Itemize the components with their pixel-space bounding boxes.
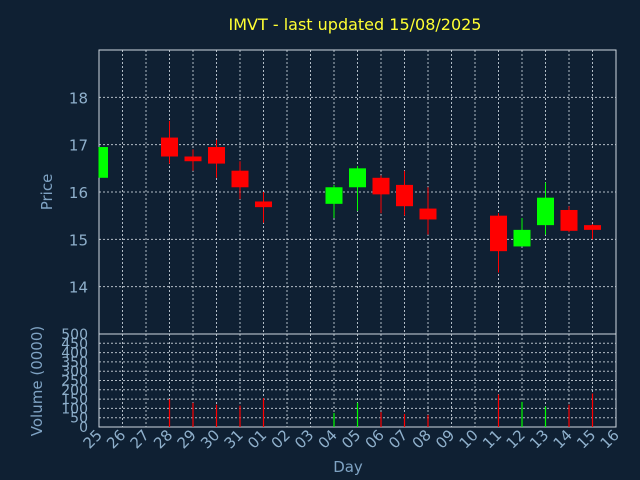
x-tick-label: 06 (362, 426, 388, 452)
x-tick-label: 03 (291, 426, 317, 452)
x-tick-label: 29 (174, 426, 200, 452)
x-tick-label: 02 (268, 426, 294, 452)
candle-body (537, 197, 554, 226)
x-tick-label: 28 (150, 426, 176, 452)
candle (349, 165, 366, 211)
volume-tick-label: 500 (61, 327, 88, 343)
candle (537, 182, 554, 235)
price-tick-label: 14 (69, 279, 88, 297)
volume-tick-label: 300 (61, 364, 88, 380)
x-tick-label: 31 (221, 426, 247, 452)
candle (161, 121, 178, 164)
candle (513, 218, 531, 247)
candle (584, 224, 601, 240)
volume-panel: 0501001502002503003504004505002526272829… (61, 327, 623, 452)
candle-body (584, 225, 601, 230)
x-tick-label: 09 (432, 426, 458, 452)
x-axis-label: Day (333, 458, 363, 476)
x-tick-label: 10 (456, 426, 482, 452)
candle-body (99, 147, 108, 178)
x-tick-label: 12 (503, 426, 529, 452)
candle-body (208, 147, 225, 164)
volume-tick-label: 100 (61, 401, 88, 417)
candle (231, 161, 249, 200)
x-tick-label: 27 (127, 426, 153, 452)
candle-body (396, 184, 413, 207)
candle (490, 213, 507, 273)
candle-body (372, 177, 390, 195)
candle (325, 184, 343, 219)
x-tick-label: 15 (573, 426, 599, 452)
x-tick-label: 07 (385, 426, 411, 452)
x-tick-label: 26 (103, 426, 129, 452)
chart-title: IMVT - last updated 15/08/2025 (229, 15, 482, 34)
x-tick-label: 04 (315, 426, 341, 452)
x-tick-label: 08 (409, 426, 435, 452)
candle (208, 139, 225, 178)
price-panel: 14 15 16 17 18 (69, 49, 617, 335)
x-tick-label: 30 (197, 426, 223, 452)
candle-body (255, 201, 272, 208)
x-tick-label: 05 (338, 426, 364, 452)
candle-body (231, 170, 249, 188)
volume-tick-label: 150 (61, 392, 88, 408)
candle (419, 187, 437, 235)
candle-body (513, 229, 531, 247)
candle-body (349, 168, 366, 188)
candle-body (184, 156, 202, 162)
volume-tick-label: 350 (61, 355, 88, 371)
candle-body (560, 209, 578, 231)
candle-body (419, 208, 437, 220)
volume-tick-label: 400 (61, 346, 88, 362)
candle-body (490, 215, 507, 252)
volume-tick-label: 200 (61, 383, 88, 399)
price-tick-label: 15 (69, 231, 88, 249)
volume-tick-label: 250 (61, 374, 88, 390)
price-tick-label: 16 (69, 184, 88, 202)
x-tick-label: 11 (479, 426, 505, 452)
candle-body (161, 137, 178, 157)
candle (98, 147, 108, 178)
candle (560, 206, 578, 233)
price-axis-label: Price (38, 174, 56, 211)
candle (372, 175, 390, 214)
x-tick-label: 14 (550, 426, 576, 452)
x-tick-label: 13 (526, 426, 552, 452)
price-tick-label: 18 (69, 89, 88, 107)
price-tick-label: 17 (69, 137, 88, 155)
candle-body (325, 187, 343, 204)
x-tick-label: 16 (597, 426, 623, 452)
x-tick-label: 01 (244, 426, 270, 452)
candle (184, 149, 202, 171)
volume-tick-label: 450 (61, 336, 88, 352)
volume-tick-label: 0 (79, 420, 88, 436)
candle (396, 170, 413, 216)
volume-tick-label: 50 (70, 411, 88, 427)
volume-axis-label: Volume (0000) (28, 326, 46, 436)
candle (255, 192, 272, 223)
